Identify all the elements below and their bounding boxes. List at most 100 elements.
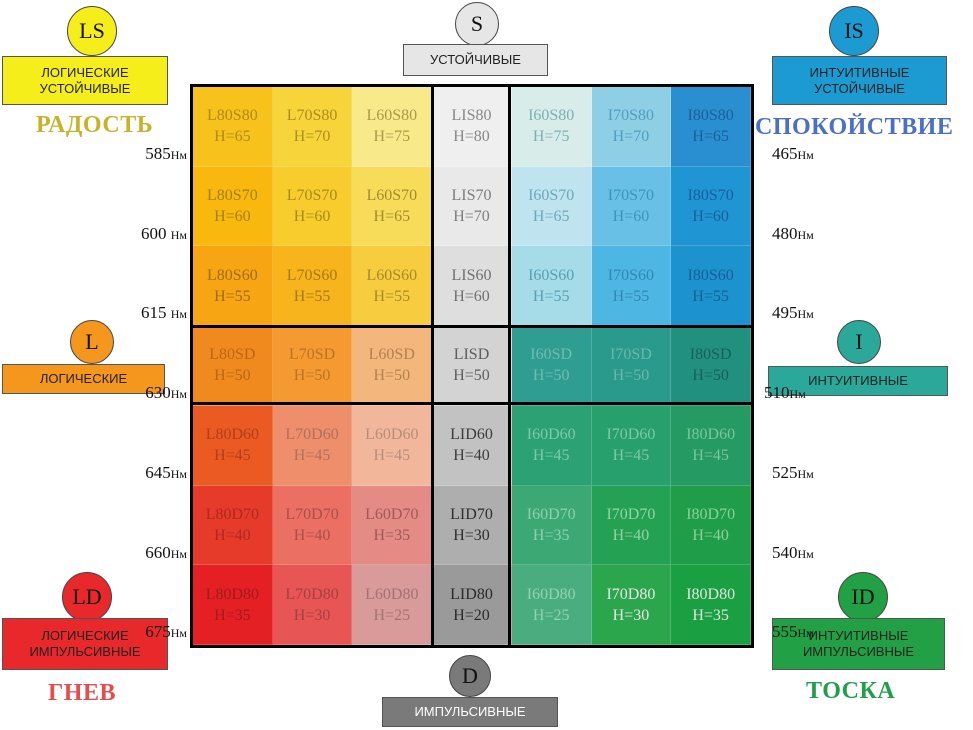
- grid-cell: L70D80 H=30: [272, 565, 353, 645]
- cell-code: I60S70: [528, 187, 575, 205]
- label-is: ИНТУИТИВНЫЕ УСТОЙЧИВЫЕ: [772, 56, 947, 105]
- wavelength-unit: Нм: [170, 227, 187, 242]
- wavelength-right-label: 495Нм: [772, 303, 814, 323]
- grid-cell: I60SD H=50: [511, 326, 592, 406]
- cell-h-value: H=25: [532, 606, 570, 624]
- cell-code: I80S80: [687, 107, 734, 125]
- cell-h-value: H=55: [532, 287, 570, 305]
- cell-h-value: H=65: [692, 128, 729, 146]
- cell-code: L60S80: [366, 107, 418, 125]
- cell-h-value: H=55: [612, 287, 650, 305]
- wavelength-unit: Нм: [170, 466, 187, 481]
- wavelength-right-label: 510Нм: [764, 383, 806, 403]
- wavelength-left-label: 585Нм: [145, 144, 187, 164]
- cell-h-value: H=80: [453, 128, 490, 146]
- cell-h-value: H=50: [373, 367, 411, 385]
- wavelength-value: 630: [145, 383, 171, 403]
- badge-id-text: ID: [851, 584, 875, 609]
- cell-code: L80S70: [207, 187, 258, 205]
- wavelength-unit: Нм: [170, 307, 187, 322]
- badge-ls: LS: [67, 6, 117, 56]
- cell-h-value: H=55: [692, 287, 729, 305]
- cell-code: LIS60: [451, 266, 492, 284]
- cell-code: LID60: [450, 426, 493, 444]
- cell-code: I80D80: [686, 585, 736, 603]
- wavelength-unit: Нм: [170, 546, 187, 561]
- wavelength-right-label: 465Нм: [772, 144, 814, 164]
- cell-h-value: H=45: [293, 447, 331, 465]
- grid-cell: L80SD H=50: [193, 326, 273, 406]
- cell-code: L60D60: [365, 426, 419, 444]
- cell-code: L70S80: [286, 107, 338, 125]
- cell-code: LISD: [453, 346, 490, 364]
- cell-h-value: H=50: [692, 367, 729, 385]
- grid-cell: L70S70 H=60: [272, 166, 353, 247]
- wavelength-value: 540: [772, 542, 798, 562]
- wavelength-value: 645: [145, 462, 171, 482]
- cell-code: L70D60: [285, 426, 339, 444]
- label-d: ИМПУЛЬСИВНЫЕ: [382, 697, 558, 727]
- cell-code: L80SD: [209, 346, 256, 364]
- grid-cell: L70S80 H=70: [272, 87, 353, 167]
- cell-code: L70S60: [286, 266, 338, 284]
- grid-cell: L60S80 H=75: [352, 87, 433, 167]
- grid-cell: L60SD H=50: [352, 326, 433, 406]
- cell-code: I60SD: [530, 346, 573, 364]
- label-s: УСТОЙЧИВЫЕ: [403, 44, 548, 76]
- cell-code: I70SD: [610, 346, 652, 364]
- wavelength-left-label: 645Нм: [145, 463, 187, 483]
- wavelength-unit: Нм: [797, 626, 814, 641]
- grid-cell: I70D80 H=30: [591, 565, 672, 645]
- cell-code: I60D70: [526, 505, 576, 523]
- wavelength-right-label: 480Нм: [772, 224, 814, 244]
- cell-code: I80D70: [686, 505, 736, 523]
- wavelength-left-label: 600 Нм: [141, 224, 187, 244]
- cell-code: L60S70: [366, 187, 418, 205]
- cell-h-value: H=45: [532, 447, 570, 465]
- cell-code: I70D70: [606, 505, 656, 523]
- cell-h-value: H=65: [532, 208, 570, 226]
- cell-h-value: H=35: [373, 526, 411, 544]
- cell-code: L70D80: [285, 585, 339, 603]
- badge-i: I: [837, 320, 881, 364]
- emotion-longing: ТОСКА: [806, 678, 896, 704]
- badge-is-text: IS: [844, 18, 864, 43]
- grid-divider: [193, 401, 751, 405]
- cell-h-value: H=20: [453, 606, 490, 624]
- cell-h-value: H=65: [214, 128, 251, 146]
- cell-code: L60D80: [365, 585, 419, 603]
- grid-cell: L60S60 H=55: [352, 246, 433, 327]
- grid-cell: I60D60 H=45: [511, 405, 592, 486]
- cell-code: I60D60: [526, 426, 576, 444]
- cell-code: L60SD: [368, 346, 415, 364]
- cell-h-value: H=60: [692, 208, 729, 226]
- grid-cell: L80S70 H=60: [193, 166, 273, 247]
- grid-cell: I60S70 H=65: [511, 166, 592, 247]
- grid-cell: L70D60 H=45: [272, 405, 353, 486]
- label-l: ЛОГИЧЕСКИЕ: [2, 364, 165, 394]
- grid-cell: L80D80 H=35: [193, 565, 273, 645]
- grid-cell: L80S60 H=55: [193, 246, 273, 327]
- cell-h-value: H=50: [453, 367, 490, 385]
- grid-cell: L60D80 H=25: [352, 565, 433, 645]
- cell-h-value: H=75: [373, 128, 411, 146]
- wavelength-value: 525: [772, 462, 798, 482]
- cell-code: I70S70: [607, 187, 655, 205]
- grid-cell: I80D70 H=40: [671, 485, 751, 566]
- cell-code: LIS70: [451, 187, 492, 205]
- cell-code: L80D80: [205, 585, 260, 603]
- cell-code: L60S60: [366, 266, 418, 284]
- cell-code: L80S60: [207, 266, 258, 284]
- cell-code: L60D70: [365, 505, 419, 523]
- cell-code: I70D80: [606, 585, 656, 603]
- grid-cell: I80S80 H=65: [671, 87, 751, 167]
- wavelength-unit: Нм: [170, 148, 187, 162]
- wavelength-unit: Нм: [797, 307, 814, 322]
- grid-cell: L60S70 H=65: [352, 166, 433, 247]
- label-ls: ЛОГИЧЕСКИЕ УСТОЙЧИВЫЕ: [2, 56, 168, 105]
- cell-h-value: H=30: [612, 606, 650, 624]
- grid-cell: LID60 H=40: [432, 405, 512, 486]
- wavelength-unit: Нм: [797, 466, 814, 481]
- grid-cell: I80D80 H=35: [671, 565, 751, 645]
- label-ld: ЛОГИЧЕСКИЕ ИМПУЛЬСИВНЫЕ: [2, 618, 168, 670]
